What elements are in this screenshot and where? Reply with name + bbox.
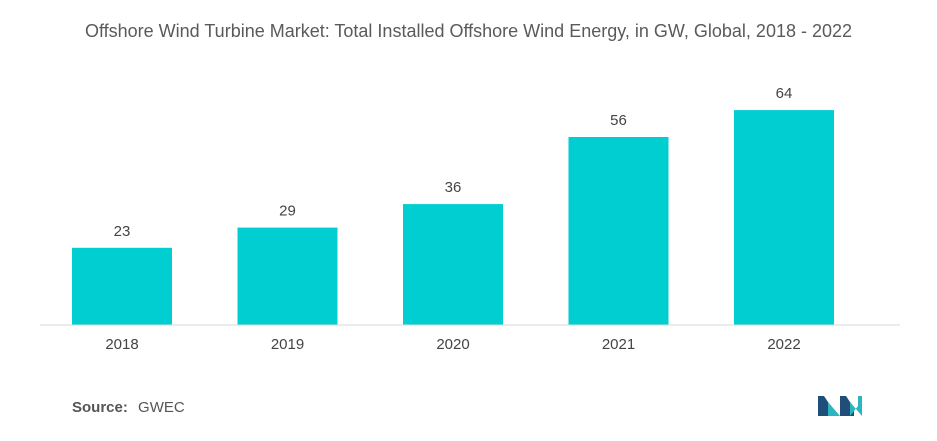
chart-title: Offshore Wind Turbine Market: Total Inst… xyxy=(84,21,853,41)
value-label-2020: 36 xyxy=(445,179,462,196)
x-tick-label-2020: 2020 xyxy=(436,336,469,353)
x-tick-labels-layer: 2018 2019 2020 2021 2022 xyxy=(105,336,800,353)
value-label-2019: 29 xyxy=(279,203,296,220)
bar-2020 xyxy=(403,204,503,325)
source-value: GWEC xyxy=(138,399,185,416)
logo-middle-stroke xyxy=(828,402,840,416)
value-labels-layer: 23 29 36 56 64 xyxy=(114,85,793,240)
x-tick-label-2022: 2022 xyxy=(767,336,800,353)
logo-end-stroke xyxy=(850,396,862,416)
x-tick-label-2021: 2021 xyxy=(602,336,635,353)
x-tick-label-2019: 2019 xyxy=(271,336,304,353)
source-label: Source: xyxy=(72,399,128,416)
bar-2021 xyxy=(568,137,669,325)
x-tick-label-2018: 2018 xyxy=(105,336,138,353)
bars-layer xyxy=(72,110,834,325)
bar-2022 xyxy=(734,110,834,325)
bar-2019 xyxy=(237,227,338,325)
value-label-2018: 23 xyxy=(114,223,131,240)
value-label-2021: 56 xyxy=(610,112,627,129)
source-note: Source: GWEC xyxy=(72,399,185,416)
mordor-intelligence-logo-icon xyxy=(818,396,862,416)
bar-2018 xyxy=(72,247,172,325)
value-label-2022: 64 xyxy=(776,85,793,102)
